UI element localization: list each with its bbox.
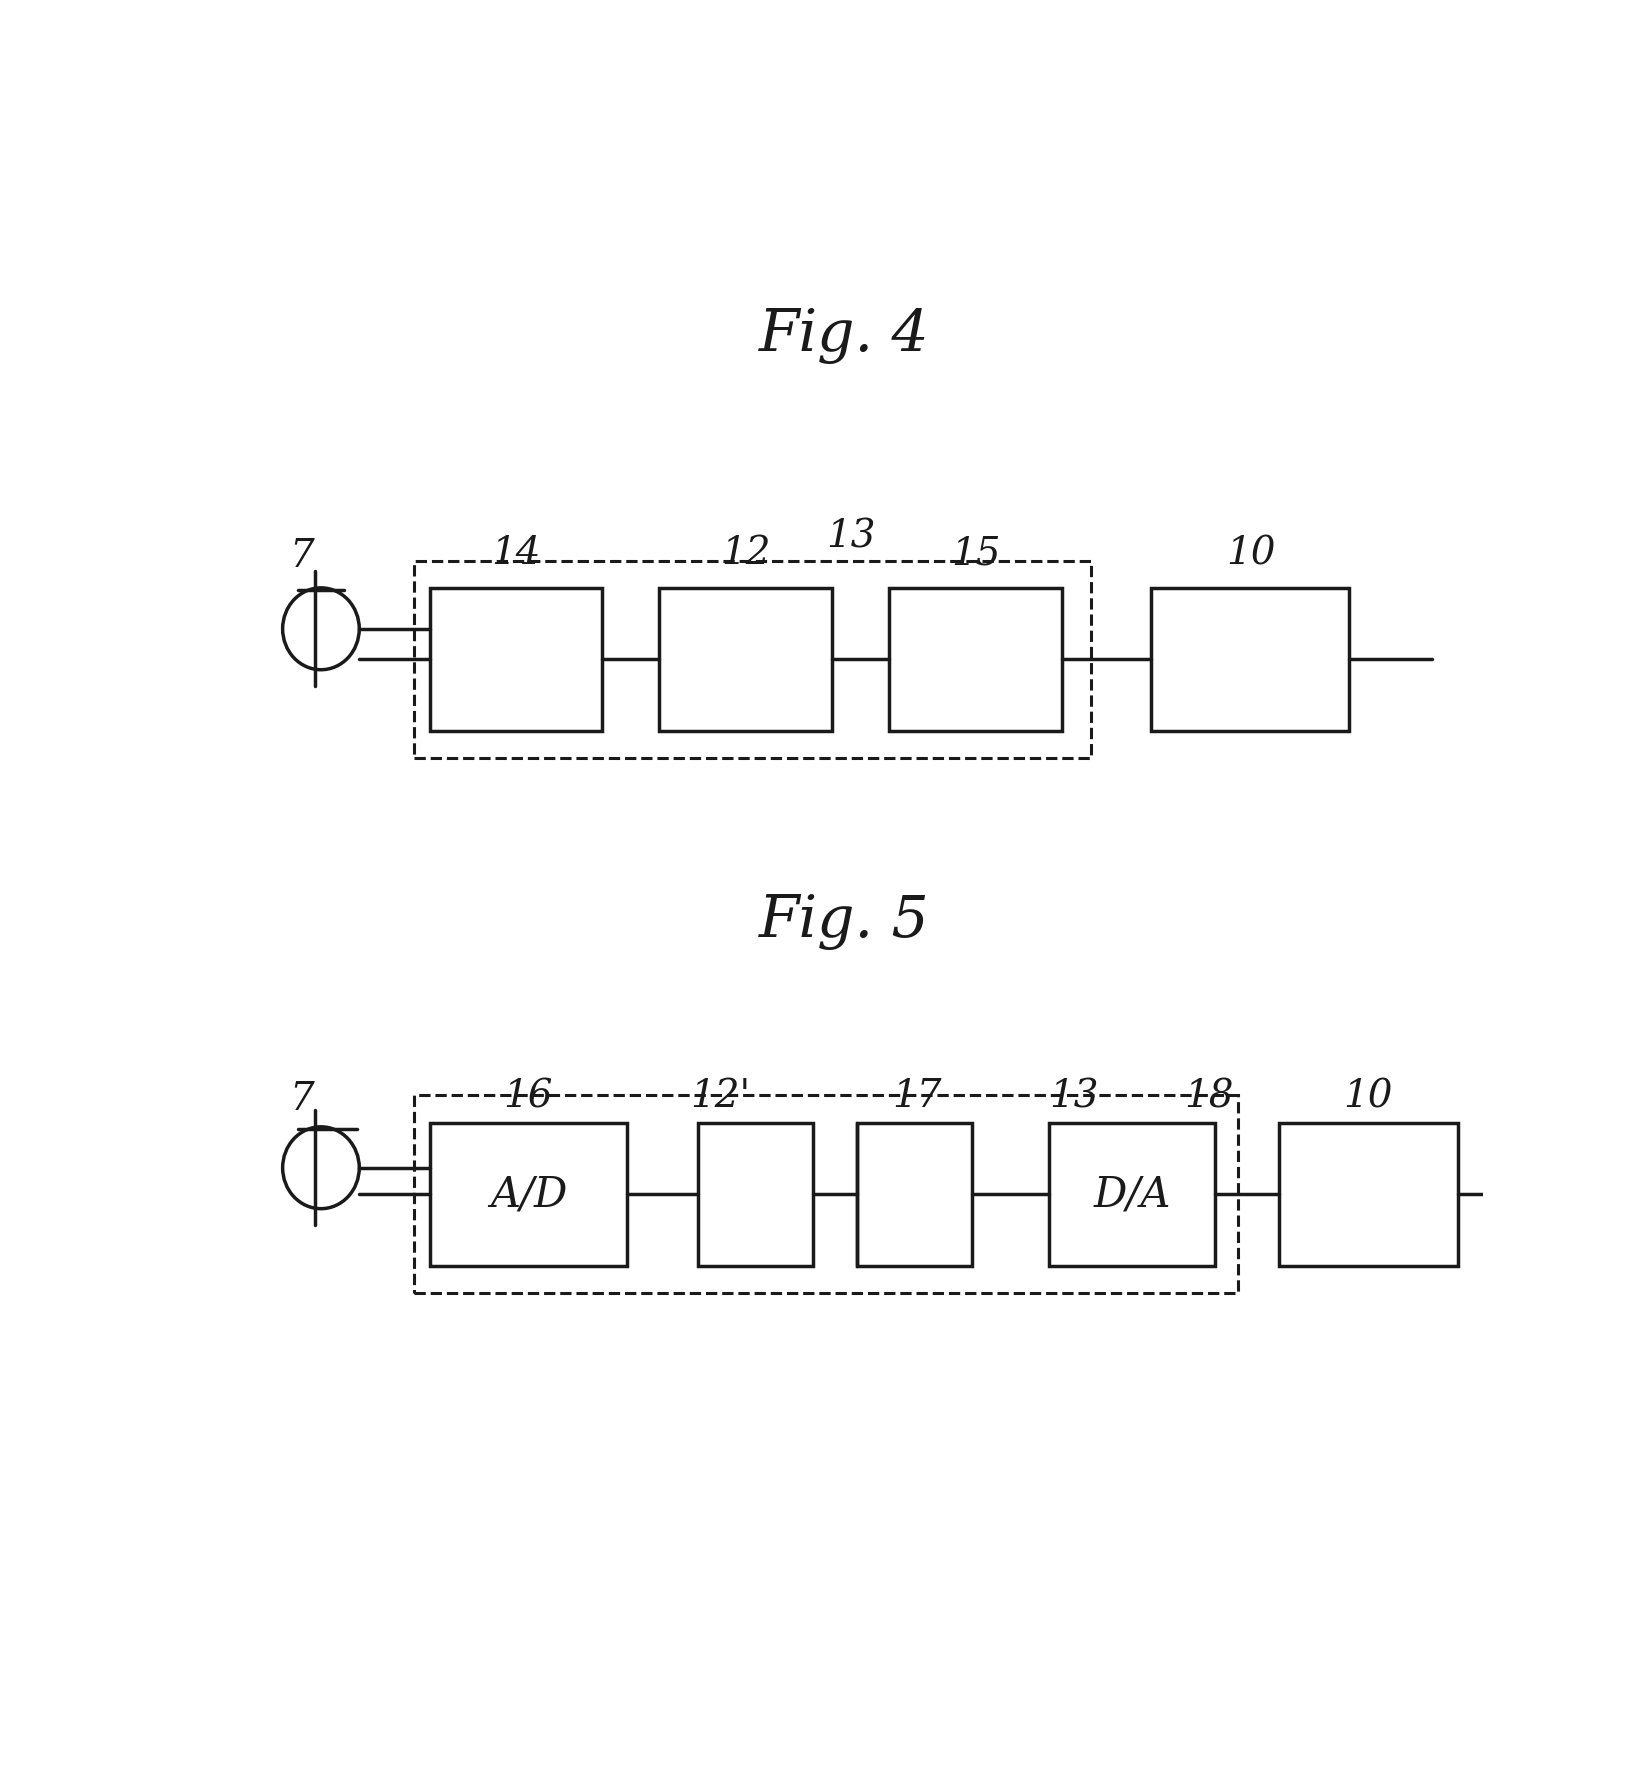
Bar <box>1050 1123 1215 1265</box>
Bar <box>414 1095 1238 1294</box>
Bar <box>430 1123 628 1265</box>
Bar <box>697 1123 812 1265</box>
Bar <box>857 1123 972 1265</box>
Text: 10: 10 <box>1226 535 1276 572</box>
Text: 18: 18 <box>1183 1079 1233 1115</box>
Text: Fig. 5: Fig. 5 <box>760 893 929 950</box>
Text: 10: 10 <box>1343 1079 1393 1115</box>
Text: D/A: D/A <box>1093 1173 1170 1216</box>
Text: 14: 14 <box>491 535 541 572</box>
Bar <box>659 588 832 732</box>
Text: 12': 12' <box>691 1079 751 1115</box>
Text: Fig. 4: Fig. 4 <box>760 307 929 363</box>
Text: 16: 16 <box>503 1079 552 1115</box>
Text: 12: 12 <box>722 535 771 572</box>
Bar <box>1279 1123 1457 1265</box>
Text: A/D: A/D <box>489 1173 567 1216</box>
Text: 13: 13 <box>826 519 875 556</box>
Circle shape <box>282 1127 359 1209</box>
Text: 7: 7 <box>290 1081 315 1118</box>
Text: 17: 17 <box>893 1079 943 1115</box>
Bar <box>430 588 602 732</box>
Text: 13: 13 <box>1050 1079 1099 1115</box>
Circle shape <box>282 588 359 670</box>
Text: 15: 15 <box>951 535 1000 572</box>
Text: 7: 7 <box>290 539 315 574</box>
Bar <box>414 560 1091 758</box>
Bar <box>890 588 1061 732</box>
Bar <box>1150 588 1350 732</box>
